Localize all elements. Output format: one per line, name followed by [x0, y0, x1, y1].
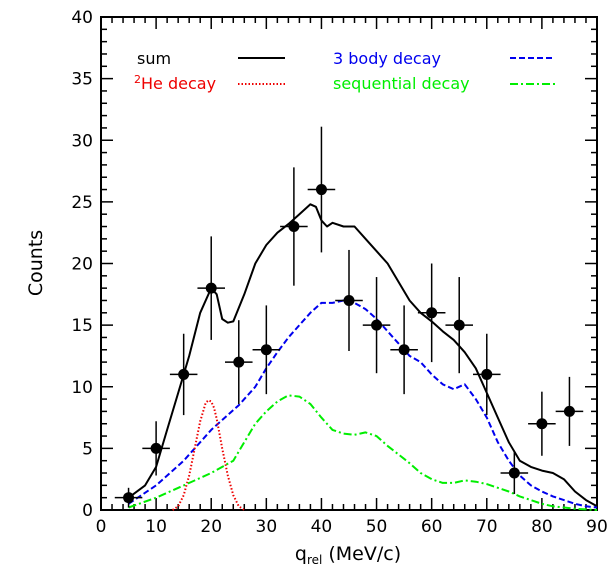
data-marker	[343, 294, 355, 306]
y-tick-label: 35	[71, 70, 93, 90]
data-marker	[508, 467, 520, 479]
x-tick-label: 0	[96, 517, 107, 537]
x-axis-title-unit: (MeV/c)	[322, 543, 401, 565]
data-marker	[315, 184, 327, 196]
data-marker	[123, 492, 135, 504]
x-tick-label: 40	[311, 517, 333, 537]
series-line-3	[128, 394, 598, 511]
data-marker	[150, 442, 162, 454]
data-point	[473, 333, 501, 416]
data-point	[307, 126, 336, 253]
legend-label-sum: sum	[137, 49, 171, 68]
legend-label-sequential: sequential decay	[333, 74, 470, 93]
data-marker	[481, 368, 493, 380]
data-point	[500, 452, 529, 494]
data-marker	[260, 344, 272, 356]
x-axis-title: qrel (MeV/c)	[295, 543, 401, 567]
y-tick-label: 25	[71, 193, 93, 213]
x-tick-label: 20	[200, 517, 222, 537]
data-marker	[178, 368, 190, 380]
axis-ticks	[100, 16, 598, 511]
data-point	[169, 333, 198, 416]
data-point	[417, 263, 446, 363]
data-marker	[233, 356, 245, 368]
x-tick-label: 80	[531, 517, 553, 537]
y-tick-label: 5	[82, 439, 93, 459]
data-marker	[426, 307, 438, 319]
data-marker	[453, 319, 465, 331]
legend-label-three-body: 3 body decay	[333, 49, 441, 68]
y-tick-label: 20	[71, 255, 93, 275]
x-axis-title-subscript: rel	[307, 553, 322, 567]
data-point	[252, 305, 281, 395]
x-tick-label: 50	[366, 517, 388, 537]
data-point	[114, 487, 143, 508]
data-marker	[371, 319, 383, 331]
data-point	[197, 236, 225, 340]
data-point	[528, 391, 556, 456]
data-points-layer	[114, 126, 584, 508]
y-tick-label: 30	[71, 131, 93, 151]
data-point	[335, 249, 363, 352]
y-tick-label: 10	[71, 378, 93, 398]
y-tick-label: 0	[82, 501, 93, 521]
legend-he-superscript: 2	[134, 73, 141, 86]
x-tick-label: 70	[476, 517, 498, 537]
data-point	[225, 320, 253, 405]
data-point	[390, 305, 418, 395]
x-tick-label: 30	[256, 517, 278, 537]
data-point	[445, 277, 473, 374]
x-axis-title-main: q	[295, 543, 307, 565]
y-axis-title: Counts	[25, 230, 47, 296]
data-point	[142, 421, 170, 476]
data-point	[280, 167, 308, 286]
legend-label-he: 2He decay	[134, 73, 216, 93]
legend-he-text: He decay	[141, 74, 216, 93]
y-tick-label: 15	[71, 316, 93, 336]
data-marker	[205, 282, 217, 294]
x-tick-label: 90	[586, 517, 608, 537]
legend: sum 2He decay 3 body decay sequential de…	[134, 49, 555, 93]
data-marker	[563, 405, 575, 417]
y-tick-label: 40	[71, 8, 93, 28]
x-tick-label: 60	[421, 517, 443, 537]
series-line-2	[172, 399, 245, 511]
x-tick-label: 10	[145, 517, 167, 537]
data-marker	[398, 344, 410, 356]
data-point	[362, 277, 391, 374]
data-point	[555, 376, 584, 446]
data-marker	[288, 221, 300, 233]
axis-tick-labels: 0 10 20 30 40 50 60 70 80 90 0 5 10 15 20 25 30 35 40	[71, 8, 607, 537]
data-marker	[536, 418, 548, 430]
